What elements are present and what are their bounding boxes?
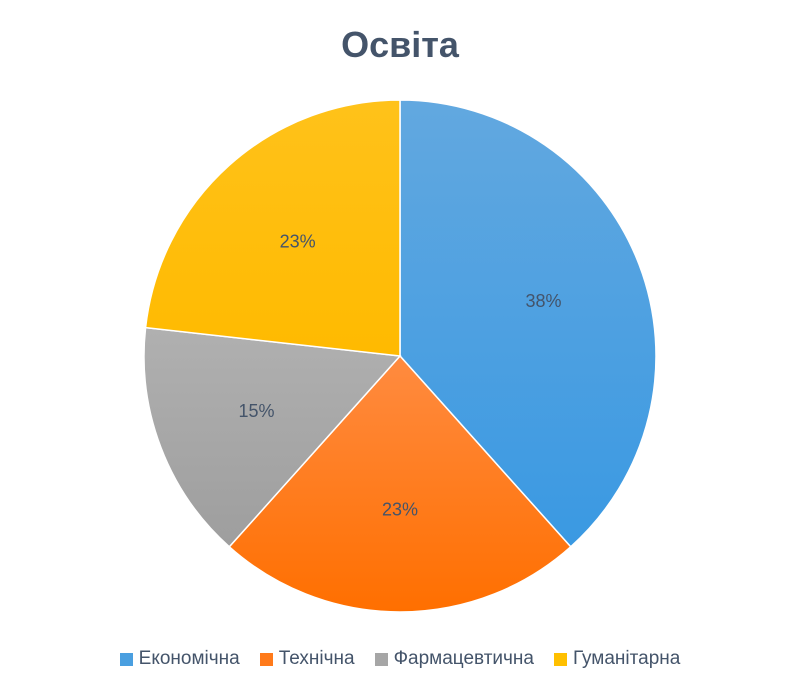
slice-label-1: 38% xyxy=(525,291,561,311)
slice-label-4: 23% xyxy=(280,232,316,252)
slice-label-2: 23% xyxy=(382,500,418,520)
chart-title: Освіта xyxy=(341,24,459,65)
slice-label-3: 15% xyxy=(238,401,274,421)
pie-slice-1 xyxy=(399,99,657,548)
legend: Економічна Технічна Фармацевтична Гуманітар… xyxy=(0,648,800,670)
legend-swatch-1 xyxy=(119,652,133,666)
legend-item-4: Гуманітарна xyxy=(554,648,680,670)
legend-item-3: Фармацевтична xyxy=(374,648,534,670)
legend-label-4: Гуманітарна xyxy=(573,648,681,669)
pie-slice-4 xyxy=(144,99,401,357)
pie-slice-3 xyxy=(143,326,402,548)
legend-label-3: Фармацевтична xyxy=(393,648,534,669)
legend-label-2: Технічна xyxy=(278,648,355,669)
legend-item-2: Технічна xyxy=(259,648,355,670)
legend-swatch-2 xyxy=(259,652,273,666)
pie-slice-2 xyxy=(228,354,572,613)
legend-label-1: Економічна xyxy=(138,648,240,669)
legend-swatch-3 xyxy=(374,652,388,666)
legend-swatch-4 xyxy=(554,652,567,666)
legend-item-1: Економічна xyxy=(119,648,240,670)
